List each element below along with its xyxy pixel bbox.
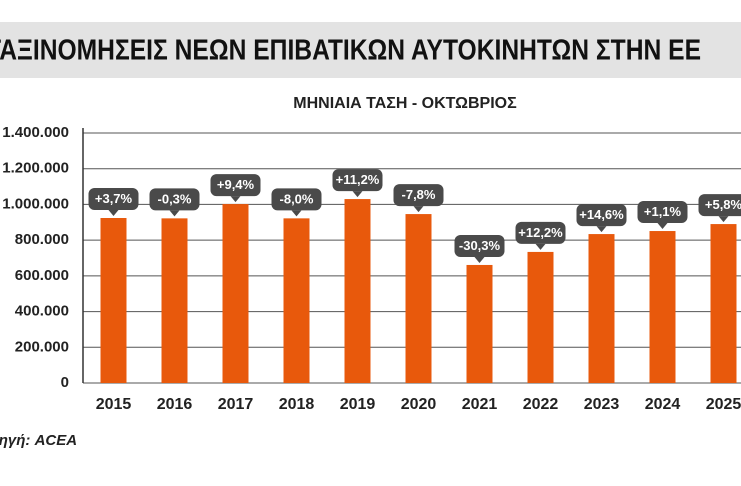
change-label-box — [515, 221, 566, 244]
bar — [161, 218, 188, 383]
change-label-pointer — [718, 216, 729, 223]
change-label-pointer — [657, 223, 668, 230]
change-label-pointer — [535, 243, 546, 250]
x-tick-label: 2025 — [706, 396, 741, 413]
change-label: -30,3% — [459, 238, 501, 253]
chart-subtitle: ΜΗΝΙΑΙΑ ΤΑΣΗ - ΟΚΤΩΒΡΙΟΣ — [293, 95, 517, 112]
source: Πηγή: ACEA — [0, 432, 77, 449]
x-tick-label: 2018 — [279, 396, 315, 413]
bar — [405, 214, 432, 383]
x-tick-label: 2024 — [645, 396, 681, 413]
bar — [649, 231, 676, 383]
change-label-box — [698, 194, 741, 217]
change-label: -0,3% — [158, 191, 192, 206]
x-tick-label: 2015 — [96, 396, 132, 413]
x-tick-label: 2021 — [462, 396, 498, 413]
title-band — [0, 22, 741, 78]
change-label-pointer — [474, 256, 485, 263]
y-tick-label: 1.000.000 — [2, 195, 69, 212]
change-label: +14,6% — [579, 207, 624, 222]
change-label-pointer — [291, 210, 302, 217]
change-label: +3,7% — [95, 191, 133, 206]
change-label-box — [210, 174, 261, 197]
change-label-box — [271, 188, 322, 211]
y-tick-label: 200.000 — [15, 338, 69, 355]
change-label-pointer — [108, 210, 119, 216]
change-label: +11,2% — [336, 172, 380, 187]
bar — [344, 199, 371, 383]
change-label: +12,2% — [518, 225, 563, 240]
y-tick-label: 0 — [61, 374, 69, 391]
change-label-box — [454, 234, 505, 257]
y-tick-label: 400.000 — [15, 303, 69, 320]
change-label-box — [88, 188, 139, 210]
change-label-pointer — [169, 210, 180, 217]
y-tick-label: 1.400.000 — [2, 124, 69, 141]
bar — [100, 218, 127, 383]
change-label-pointer — [596, 226, 607, 233]
change-label: +5,8% — [705, 197, 741, 212]
x-tick-label: 2017 — [218, 396, 254, 413]
change-label-pointer — [230, 196, 241, 203]
x-tick-label: 2023 — [584, 396, 620, 413]
change-label-pointer — [413, 206, 424, 213]
bar — [283, 218, 310, 383]
x-tick-label: 2019 — [340, 396, 376, 413]
change-label: +9,4% — [217, 177, 255, 192]
bar — [588, 234, 615, 383]
change-label-box — [149, 188, 200, 211]
bar — [222, 204, 249, 383]
change-label: -7,8% — [402, 187, 436, 202]
change-label-box — [637, 201, 688, 224]
change-label-pointer — [352, 191, 363, 198]
change-label: +1,1% — [644, 204, 682, 219]
change-label: -8,0% — [280, 191, 314, 206]
change-label-box — [393, 184, 444, 207]
bar — [527, 251, 554, 383]
x-tick-label: 2020 — [401, 396, 437, 413]
bar — [466, 264, 493, 383]
x-tick-label: 2022 — [523, 396, 559, 413]
y-tick-label: 600.000 — [15, 267, 69, 284]
bar — [710, 224, 737, 383]
chart-title: ΤΑΞΙΝΟΜΗΣΕΙΣ ΝΕΩΝ ΕΠΙΒΑΤΙΚΩΝ ΑΥΤΟΚΙΝΗΤΩΝ… — [0, 35, 701, 67]
x-tick-label: 2016 — [157, 396, 193, 413]
change-label-box — [332, 169, 383, 192]
change-label-box — [576, 204, 627, 227]
y-tick-label: 1.200.000 — [2, 160, 69, 177]
y-tick-label: 800.000 — [15, 231, 69, 248]
